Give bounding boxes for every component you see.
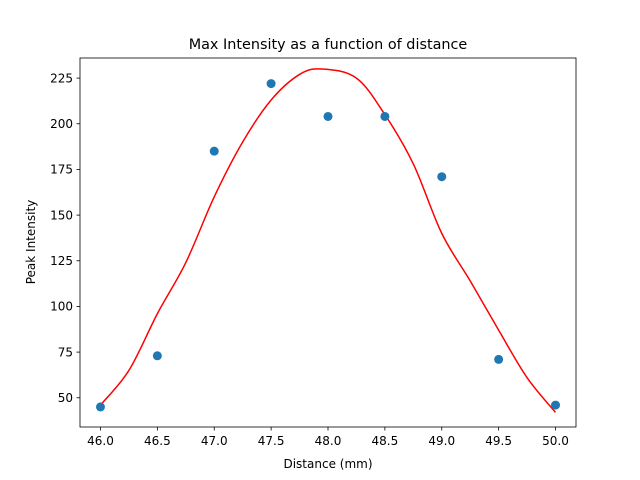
y-axis: 50 75 100 125 150 175 200 225 bbox=[50, 71, 80, 405]
y-tick-label: 125 bbox=[50, 254, 73, 268]
x-tick-label: 49.5 bbox=[485, 434, 512, 448]
data-point bbox=[551, 400, 561, 410]
data-point bbox=[494, 354, 504, 364]
x-tick-label: 48.5 bbox=[372, 434, 399, 448]
y-tick-label: 50 bbox=[58, 391, 73, 405]
data-point bbox=[209, 146, 219, 156]
y-tick-label: 150 bbox=[50, 208, 73, 222]
x-tick-label: 48.0 bbox=[315, 434, 342, 448]
y-tick-label: 100 bbox=[50, 300, 73, 314]
y-tick-label: 225 bbox=[50, 71, 73, 85]
y-tick-label: 175 bbox=[50, 163, 73, 177]
data-point bbox=[380, 111, 390, 121]
data-point bbox=[95, 402, 105, 412]
y-tick-label: 200 bbox=[50, 117, 73, 131]
x-tick-label: 49.0 bbox=[428, 434, 455, 448]
data-point bbox=[323, 111, 333, 121]
chart-title: Max Intensity as a function of distance bbox=[189, 37, 468, 53]
x-tick-label: 50.0 bbox=[542, 434, 569, 448]
y-tick-label: 75 bbox=[58, 345, 73, 359]
x-tick-label: 46.5 bbox=[144, 434, 171, 448]
y-axis-label: Peak Intensity bbox=[24, 200, 38, 285]
data-point bbox=[152, 351, 162, 361]
data-point bbox=[266, 79, 276, 89]
x-tick-label: 47.5 bbox=[258, 434, 285, 448]
plot-area bbox=[95, 68, 561, 413]
x-tick-label: 46.0 bbox=[87, 434, 114, 448]
x-tick-label: 47.0 bbox=[201, 434, 228, 448]
x-axis: 46.0 46.5 47.0 47.5 48.0 48.5 49.0 49.5 50.0 bbox=[87, 427, 569, 448]
x-axis-label: Distance (mm) bbox=[283, 457, 372, 471]
fit-curve bbox=[99, 68, 557, 413]
data-point bbox=[437, 172, 447, 182]
